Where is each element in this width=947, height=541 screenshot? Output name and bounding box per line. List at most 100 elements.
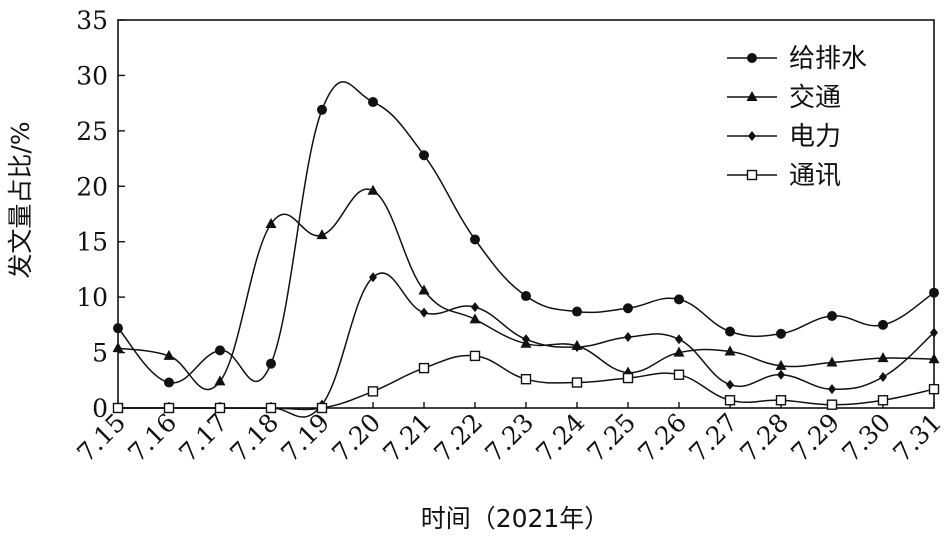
- data-point: [470, 234, 480, 245]
- data-point: [777, 369, 785, 380]
- data-point: [929, 287, 939, 298]
- data-point: [623, 303, 633, 314]
- data-point: [368, 97, 378, 108]
- y-tick-label: 5: [92, 339, 108, 368]
- data-point: [316, 402, 328, 414]
- x-tick-label: 7.31: [887, 408, 947, 468]
- data-point: [724, 395, 736, 406]
- data-point: [317, 104, 327, 115]
- y-tick-label: 35: [76, 6, 108, 35]
- x-axis-label: 时间（2021年）: [421, 504, 610, 533]
- y-tick-label: 20: [76, 172, 108, 201]
- x-tick-label: 7.20: [326, 408, 386, 468]
- x-tick-label: 7.17: [173, 408, 233, 468]
- data-point: [164, 377, 174, 388]
- data-point: [878, 319, 888, 330]
- legend-item: 电力: [727, 122, 841, 152]
- data-point: [214, 402, 226, 414]
- plot-frame: [117, 19, 935, 409]
- data-point: [877, 352, 889, 363]
- data-point: [775, 359, 787, 370]
- data-point: [265, 217, 277, 228]
- data-point: [163, 349, 175, 360]
- data-point: [418, 284, 430, 295]
- y-tick-label: 25: [76, 117, 108, 146]
- x-tick-label: 7.15: [71, 408, 131, 468]
- y-tick-label: 15: [76, 228, 108, 257]
- data-point: [673, 369, 685, 380]
- data-point: [573, 342, 581, 353]
- data-point: [775, 395, 787, 406]
- series-1: [113, 81, 939, 388]
- data-point: [214, 375, 226, 386]
- data-point: [826, 356, 838, 367]
- legend-marker: [747, 53, 757, 63]
- data-point: [471, 302, 479, 313]
- data-point: [215, 345, 225, 356]
- legend-item: 通讯: [727, 161, 841, 191]
- plot-area: [117, 19, 935, 409]
- data-point: [520, 373, 532, 385]
- data-point: [367, 386, 379, 397]
- data-point: [418, 362, 430, 374]
- x-tick-label: 7.18: [224, 408, 284, 468]
- x-tick-label: 7.27: [683, 408, 743, 468]
- legend-marker: [746, 169, 758, 181]
- data-point: [266, 358, 276, 369]
- legend-marker: [748, 131, 756, 141]
- data-point: [521, 291, 531, 302]
- data-point: [265, 402, 277, 414]
- legend-label: 给排水: [789, 44, 867, 74]
- x-tick-label: 7.26: [632, 408, 692, 468]
- data-point: [571, 377, 583, 388]
- legend-label: 通讯: [789, 161, 841, 191]
- data-point: [469, 313, 481, 324]
- data-point: [928, 353, 940, 364]
- series-4: [112, 350, 940, 414]
- series-line: [117, 188, 935, 391]
- x-tick-label: 7.16: [122, 408, 182, 468]
- data-point: [367, 184, 379, 195]
- data-point: [673, 346, 685, 357]
- data-point: [928, 383, 940, 395]
- data-point: [113, 323, 123, 334]
- x-tick-label: 7.25: [581, 408, 641, 468]
- series-layer: [112, 81, 940, 418]
- y-tick-label: 0: [92, 394, 108, 423]
- x-tick-label: 7.22: [428, 408, 488, 468]
- data-point: [828, 384, 836, 395]
- legend-item: 交通: [727, 83, 841, 113]
- data-point: [469, 350, 481, 362]
- data-point: [112, 402, 124, 414]
- data-point: [522, 334, 530, 345]
- y-tick-label: 10: [76, 283, 108, 312]
- y-axis: 0 5 10 15 20 25 30 35: [76, 6, 125, 423]
- data-point: [369, 272, 377, 283]
- legend-label: 交通: [789, 83, 841, 113]
- data-point: [724, 345, 736, 356]
- data-point: [112, 342, 124, 353]
- x-tick-label: 7.21: [377, 408, 437, 468]
- x-tick-label: 7.24: [530, 408, 590, 468]
- y-tick-label: 30: [76, 61, 108, 90]
- legend-marker: [746, 91, 758, 101]
- x-axis: 7.157.167.177.187.197.207.217.227.237.24…: [71, 402, 947, 468]
- data-point: [624, 332, 632, 343]
- data-point: [420, 307, 428, 318]
- data-point: [163, 402, 175, 414]
- data-point: [930, 327, 938, 338]
- data-point: [674, 294, 684, 305]
- x-tick-label: 7.29: [785, 408, 845, 468]
- data-point: [622, 372, 634, 384]
- data-point: [572, 306, 582, 317]
- legend-label: 电力: [789, 122, 841, 152]
- data-point: [725, 326, 735, 337]
- data-point: [316, 229, 328, 240]
- x-tick-label: 7.30: [836, 408, 896, 468]
- data-point: [419, 150, 429, 161]
- x-tick-label: 7.23: [479, 408, 539, 468]
- data-point: [726, 379, 734, 390]
- data-point: [675, 334, 683, 345]
